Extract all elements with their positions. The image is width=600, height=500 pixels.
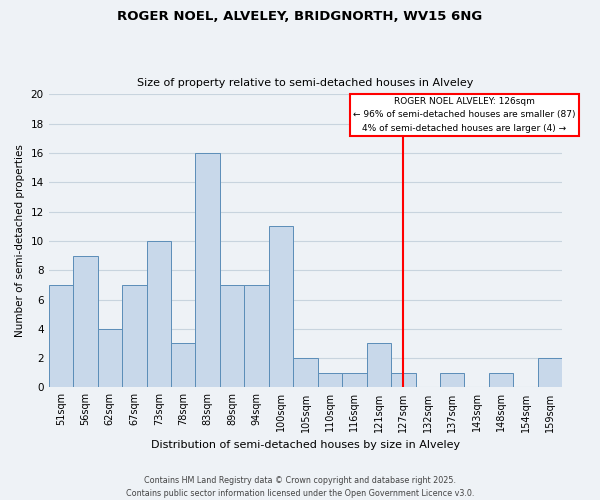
Text: ROGER NOEL ALVELEY: 126sqm
← 96% of semi-detached houses are smaller (87)
4% of : ROGER NOEL ALVELEY: 126sqm ← 96% of semi…: [353, 98, 576, 132]
Bar: [146, 241, 171, 388]
Bar: [269, 226, 293, 388]
Bar: [391, 373, 416, 388]
X-axis label: Distribution of semi-detached houses by size in Alveley: Distribution of semi-detached houses by …: [151, 440, 460, 450]
Bar: [293, 358, 318, 388]
Bar: [318, 373, 342, 388]
Y-axis label: Number of semi-detached properties: Number of semi-detached properties: [15, 144, 25, 338]
Bar: [196, 153, 220, 388]
Bar: [489, 373, 514, 388]
Bar: [220, 285, 244, 388]
Text: Contains HM Land Registry data © Crown copyright and database right 2025.
Contai: Contains HM Land Registry data © Crown c…: [126, 476, 474, 498]
Bar: [440, 373, 464, 388]
Bar: [367, 344, 391, 388]
Bar: [171, 344, 196, 388]
Title: Size of property relative to semi-detached houses in Alveley: Size of property relative to semi-detach…: [137, 78, 473, 88]
Bar: [49, 285, 73, 388]
Bar: [98, 329, 122, 388]
Bar: [122, 285, 146, 388]
Bar: [342, 373, 367, 388]
Text: ROGER NOEL, ALVELEY, BRIDGNORTH, WV15 6NG: ROGER NOEL, ALVELEY, BRIDGNORTH, WV15 6N…: [118, 10, 482, 23]
Bar: [244, 285, 269, 388]
Bar: [538, 358, 562, 388]
Bar: [73, 256, 98, 388]
